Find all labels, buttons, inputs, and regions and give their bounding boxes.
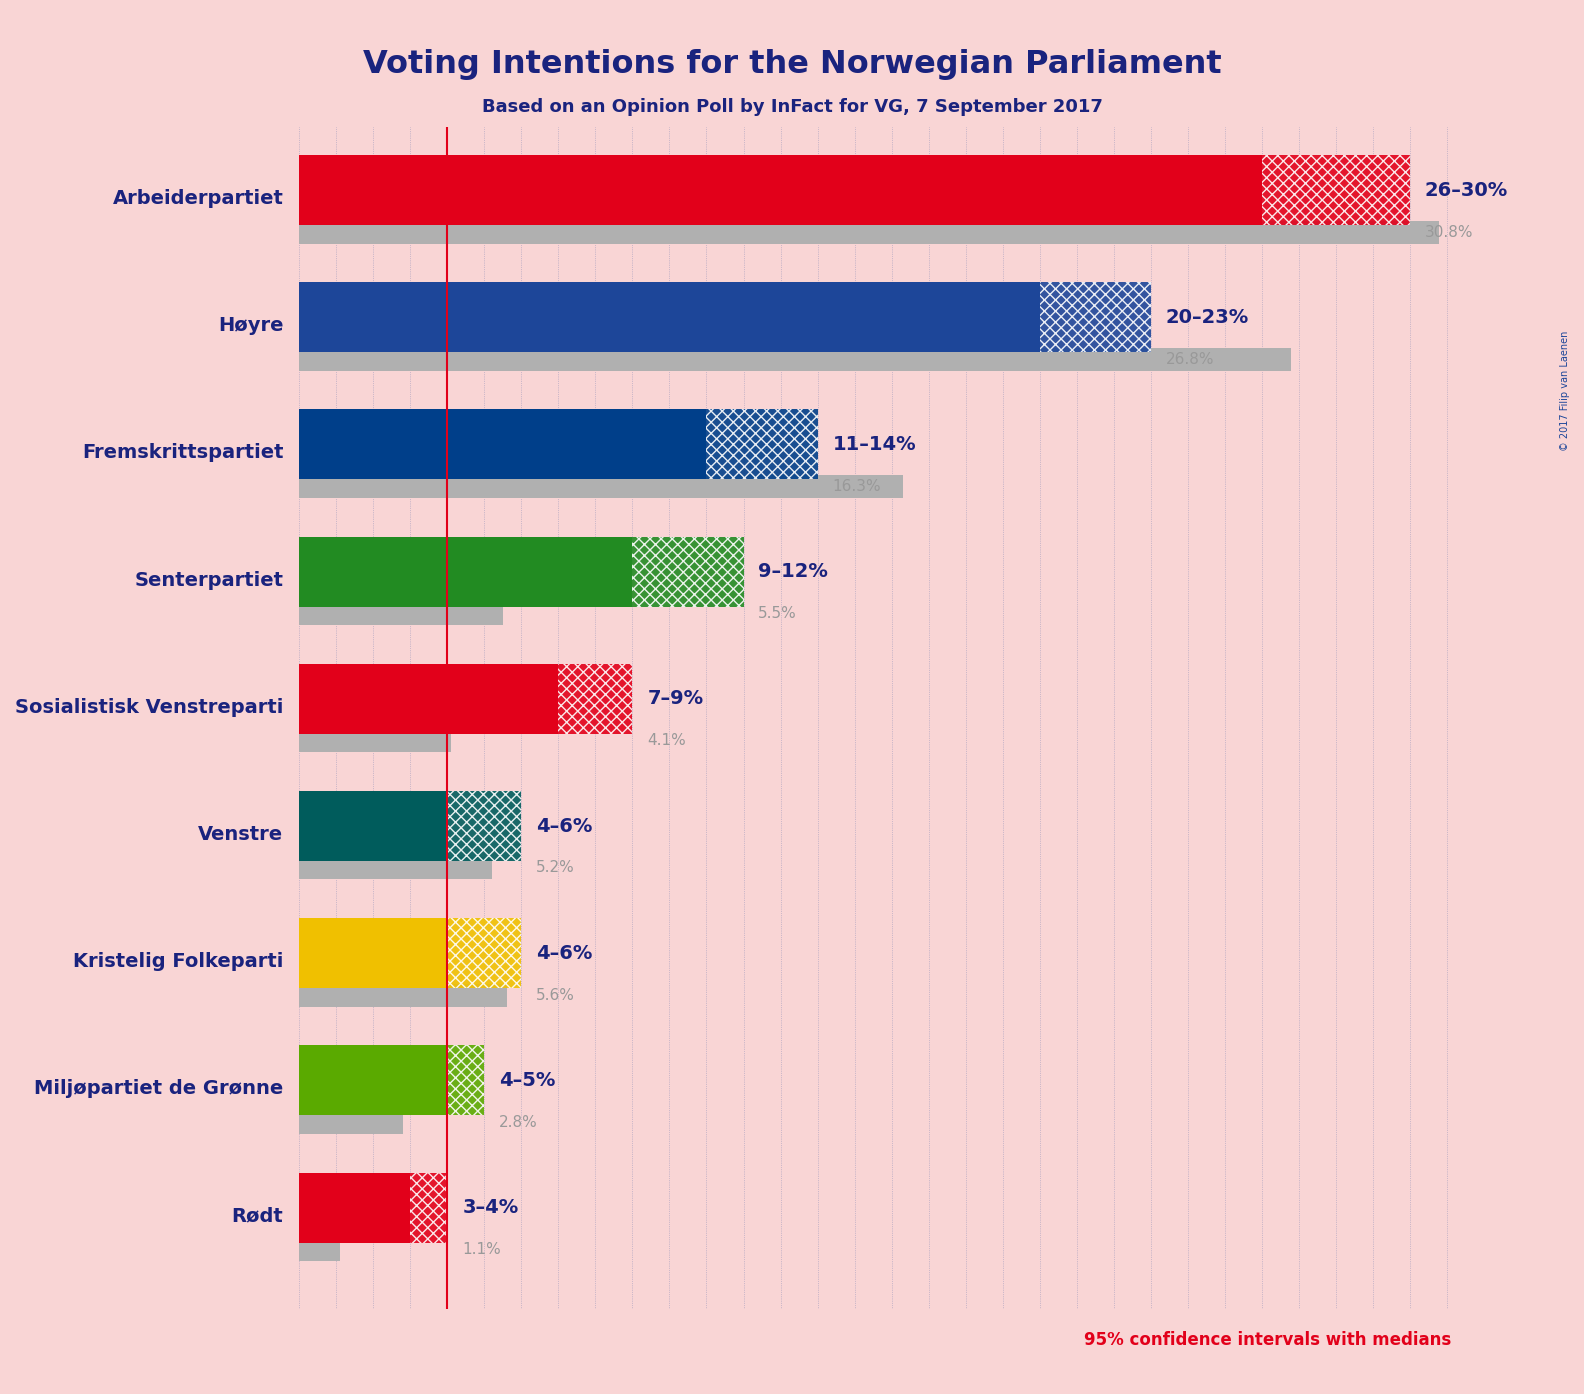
Bar [447,1046,485,1115]
Text: 9–12%: 9–12% [759,562,828,581]
Bar [299,984,507,1006]
Bar [299,283,1039,353]
Bar [299,856,491,880]
Text: 2.8%: 2.8% [499,1115,539,1131]
Bar [299,919,447,988]
Bar [299,1238,341,1262]
Text: 4–6%: 4–6% [537,817,592,835]
Text: 16.3%: 16.3% [832,480,881,493]
Bar [1262,155,1410,224]
Bar [299,790,447,861]
Bar [447,790,521,861]
Text: 20–23%: 20–23% [1166,308,1248,326]
Bar [299,155,1262,224]
Bar [299,220,1440,244]
Text: Voting Intentions for the Norwegian Parliament: Voting Intentions for the Norwegian Parl… [363,49,1221,79]
Bar [299,410,706,480]
Text: 30.8%: 30.8% [1424,224,1473,240]
Bar [632,537,743,606]
Text: 4–6%: 4–6% [537,944,592,963]
Bar [299,475,903,498]
Bar [299,729,451,753]
Text: 26–30%: 26–30% [1424,181,1508,199]
Text: Based on an Opinion Poll by InFact for VG, 7 September 2017: Based on an Opinion Poll by InFact for V… [482,98,1102,116]
Bar [299,537,632,606]
Bar [299,602,502,625]
Text: © 2017 Filip van Laenen: © 2017 Filip van Laenen [1560,330,1570,450]
Text: 95% confidence intervals with medians: 95% confidence intervals with medians [1083,1331,1451,1349]
Text: 5.5%: 5.5% [759,606,797,622]
Text: 3–4%: 3–4% [463,1197,518,1217]
Bar [299,348,1291,371]
Text: 1.1%: 1.1% [463,1242,501,1257]
Bar [299,1172,410,1242]
Bar [447,919,521,988]
Text: 4.1%: 4.1% [648,733,686,749]
Bar [299,1046,447,1115]
Bar [410,1172,447,1242]
Bar [706,410,817,480]
Text: 5.2%: 5.2% [537,860,575,875]
Text: 11–14%: 11–14% [832,435,916,454]
Bar [1039,283,1150,353]
Bar [299,1111,402,1133]
Text: 4–5%: 4–5% [499,1071,556,1090]
Text: 26.8%: 26.8% [1166,351,1213,367]
Text: 5.6%: 5.6% [537,988,575,1002]
Bar [299,664,559,733]
Text: 7–9%: 7–9% [648,689,703,708]
Bar [559,664,632,733]
